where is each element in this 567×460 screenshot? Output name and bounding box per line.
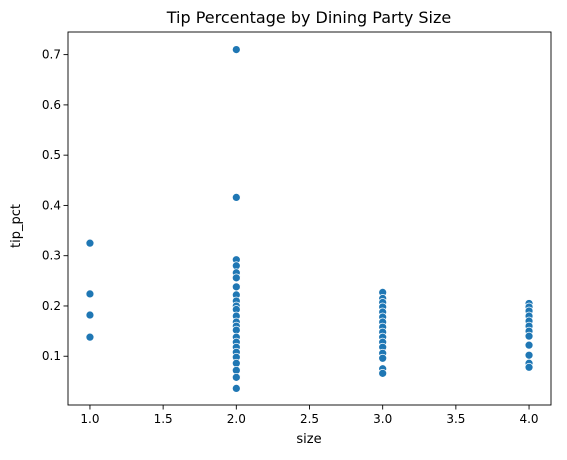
data-point — [85, 238, 95, 248]
data-point — [231, 384, 241, 393]
x-tick-label: 3.5 — [446, 412, 465, 426]
data-point — [524, 331, 534, 341]
x-tick-label: 1.0 — [80, 412, 99, 426]
x-tick-label: 2.5 — [300, 412, 319, 426]
data-point — [231, 273, 241, 283]
x-tick-label: 2.0 — [227, 412, 246, 426]
x-tick-label: 3.0 — [373, 412, 392, 426]
data-point — [231, 45, 241, 54]
y-tick-label: 0.4 — [42, 198, 61, 212]
data-point — [85, 289, 95, 299]
chart-title: Tip Percentage by Dining Party Size — [166, 8, 452, 27]
y-tick-label: 0.2 — [42, 299, 61, 313]
plot-area — [67, 31, 552, 406]
y-tick-label: 0.7 — [42, 48, 61, 62]
data-point — [378, 368, 388, 378]
data-point — [524, 362, 534, 372]
data-point — [231, 282, 241, 292]
y-axis-label: tip_pct — [9, 204, 24, 248]
x-tick-label: 4.0 — [519, 412, 538, 426]
y-tick-label: 0.5 — [42, 148, 61, 162]
y-tick-label: 0.1 — [42, 349, 61, 363]
plot-frame — [67, 31, 552, 406]
data-point — [85, 310, 95, 320]
data-point — [85, 332, 95, 342]
data-point — [231, 193, 241, 202]
points-layer — [85, 45, 534, 393]
data-point — [231, 372, 241, 382]
x-axis: 1.0 1.5 2.0 2.5 3.0 3.5 4.0 — [80, 405, 539, 426]
data-point — [524, 350, 534, 360]
data-point — [378, 353, 388, 363]
data-point — [524, 340, 534, 350]
y-tick-label: 0.6 — [42, 98, 61, 112]
y-axis: 0.1 0.2 0.3 0.4 0.5 0.6 0.7 — [42, 48, 68, 363]
x-tick-label: 1.5 — [154, 412, 173, 426]
y-tick-label: 0.3 — [42, 249, 61, 263]
x-axis-label: size — [296, 432, 321, 447]
